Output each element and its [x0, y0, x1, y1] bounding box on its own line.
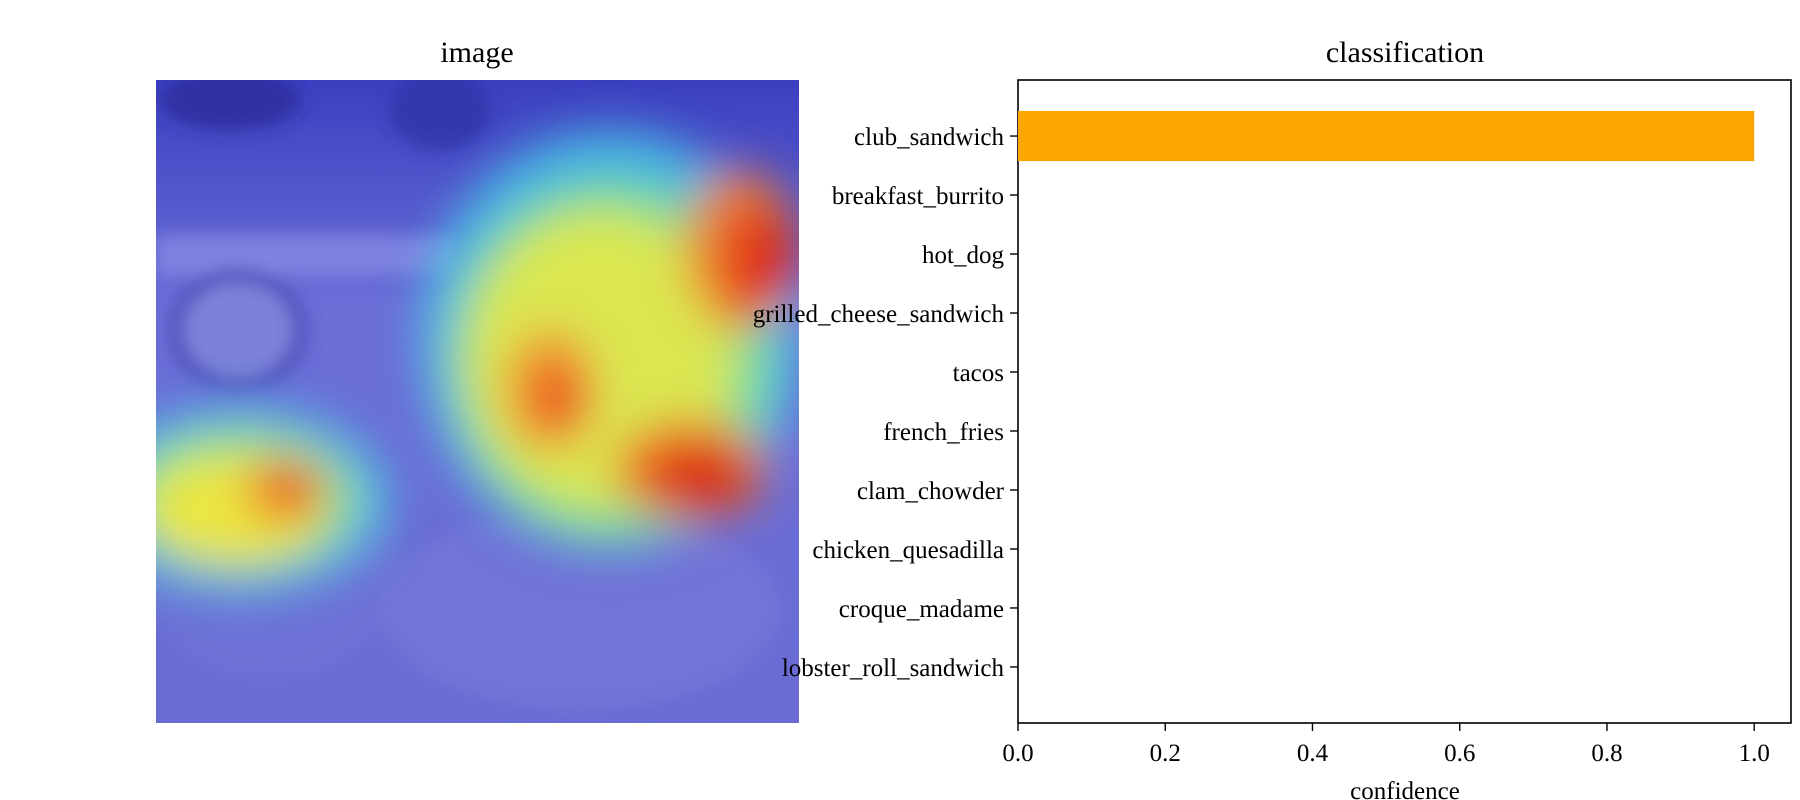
- bar-club_sandwich: [1018, 110, 1755, 162]
- y-tick-label: french_fries: [883, 419, 1004, 446]
- image-panel-title: image: [440, 36, 513, 69]
- y-tick-label: chicken_quesadilla: [812, 537, 1004, 564]
- x-tick-label: 0.6: [1444, 740, 1475, 767]
- y-axis-ticks: club_sandwich breakfast_burrito hot_doggri…: [753, 124, 1018, 682]
- y-tick-label: tacos: [953, 360, 1004, 387]
- bars: [1018, 110, 1755, 162]
- plot-area-frame: [1017, 79, 1792, 724]
- y-tick-label: hot_dog: [922, 242, 1004, 269]
- x-tick-label: 0.0: [1002, 740, 1033, 767]
- y-tick-label: club_sandwich: [854, 124, 1004, 151]
- x-tick-label: 0.8: [1591, 740, 1622, 767]
- heat-regions: [156, 130, 799, 595]
- y-tick-label: lobster_roll_sandwich: [782, 655, 1005, 682]
- y-tick-label: breakfast_burrito: [832, 183, 1004, 210]
- x-tick-label: 1.0: [1739, 740, 1770, 767]
- x-axis-ticks: 0.0 0.2 0.4 0.6 0.8 1.0: [1002, 723, 1770, 767]
- y-tick-label: clam_chowder: [857, 478, 1005, 505]
- x-tick-label: 0.2: [1150, 740, 1181, 767]
- classification-chart: club_sandwich breakfast_burrito hot_doggri…: [753, 79, 1792, 767]
- chart-title: classification: [1326, 36, 1484, 69]
- x-tick-label: 0.4: [1297, 740, 1329, 767]
- heatmap-image: [156, 80, 799, 723]
- y-tick-label: grilled_cheese_sandwich: [753, 301, 1005, 328]
- x-axis-label: confidence: [1350, 778, 1460, 800]
- y-tick-label: croque_madame: [839, 596, 1004, 623]
